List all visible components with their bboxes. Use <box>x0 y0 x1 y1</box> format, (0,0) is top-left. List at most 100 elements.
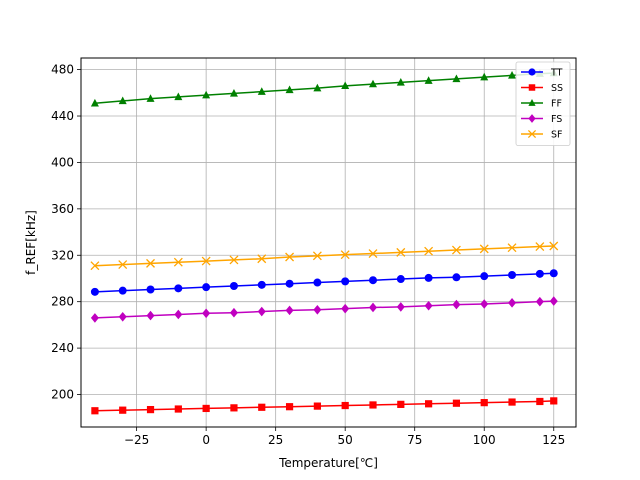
data-point-ff <box>368 79 377 88</box>
data-point-tt <box>452 273 461 282</box>
series-line-fs <box>94 300 554 319</box>
y-tick-label: 240 <box>51 341 74 355</box>
data-point-sf <box>118 260 128 270</box>
data-point-fs <box>146 310 155 321</box>
legend-item-ss: SS <box>521 83 563 94</box>
data-point-sf <box>285 252 295 262</box>
data-point-fs <box>202 308 211 319</box>
data-point-sf <box>201 256 211 266</box>
data-point-fs <box>549 296 558 306</box>
series-line-sf <box>94 245 554 267</box>
y-tick-label: 480 <box>51 63 74 77</box>
data-point-ff <box>396 77 405 86</box>
data-point-tt <box>313 278 322 287</box>
data-point-sf <box>312 251 322 261</box>
y-tick-label: 400 <box>51 155 74 169</box>
data-point-tt <box>480 272 489 281</box>
legend-marker <box>528 114 536 123</box>
grid <box>81 58 576 427</box>
series-line-ff <box>94 72 554 105</box>
data-point-ss <box>91 407 99 415</box>
data-point-ff <box>174 92 183 101</box>
data-point-fs <box>90 313 99 323</box>
legend-marker <box>528 84 536 91</box>
data-point-tt <box>341 277 350 286</box>
data-point-ss <box>397 400 405 408</box>
legend: TT SS FF FS SF <box>515 61 571 146</box>
x-tick-label: 75 <box>407 433 422 447</box>
data-point-ff <box>452 74 461 83</box>
data-point-fs <box>480 299 489 309</box>
series-line-tt <box>94 272 554 293</box>
legend-item-sf: SF <box>521 130 563 141</box>
data-point-ff <box>257 87 266 95</box>
data-point-tt <box>424 273 433 282</box>
axis-ticks: −25 0 25 50 75 100 125 200 240 280 320 360 400 440 480 <box>51 63 565 447</box>
data-point-sf <box>549 241 559 251</box>
data-point-fs <box>229 307 238 318</box>
data-point-ff <box>202 90 211 99</box>
x-tick-label: 25 <box>268 433 283 447</box>
data-point-fs <box>452 299 461 310</box>
y-axis-label: f_REF[kHz] <box>24 210 38 275</box>
y-tick-label: 320 <box>51 248 74 262</box>
plot-area-frame <box>80 57 577 428</box>
data-point-ss <box>536 397 544 406</box>
data-point-fs <box>313 305 322 315</box>
data-point-fs <box>257 306 266 317</box>
data-point-sf <box>257 254 267 264</box>
data-point-tt <box>174 284 183 293</box>
legend-item-ff: FF <box>521 99 562 110</box>
data-point-fs <box>508 298 517 308</box>
data-point-tt <box>229 282 238 291</box>
data-point-ff <box>508 71 517 79</box>
data-point-fs <box>396 302 405 312</box>
data-point-sf <box>90 261 100 271</box>
data-point-tt <box>396 275 405 284</box>
series-ff <box>90 68 558 107</box>
data-point-sf <box>451 245 461 255</box>
data-point-ff <box>229 88 238 97</box>
data-point-sf <box>535 242 545 252</box>
data-point-ss <box>313 402 321 410</box>
data-point-ss <box>508 398 516 406</box>
y-tick-label: 280 <box>51 295 74 309</box>
legend-label: SF <box>551 130 563 141</box>
data-point-sf <box>173 257 183 267</box>
data-point-ss <box>369 401 377 409</box>
data-point-ss <box>452 399 461 407</box>
data-point-ss <box>174 405 182 413</box>
data-point-ss <box>480 399 488 407</box>
legend-marker <box>528 99 536 106</box>
x-tick-label: 0 <box>202 433 210 447</box>
legend-label: FF <box>551 99 562 110</box>
x-tick-label: 50 <box>338 433 353 447</box>
data-point-tt <box>257 280 266 289</box>
data-point-tt <box>90 287 99 296</box>
data-point-sf <box>424 246 434 256</box>
data-point-fs <box>118 311 127 322</box>
y-tick-label: 440 <box>51 109 74 123</box>
data-point-ss <box>119 406 127 414</box>
series-fs <box>90 296 558 323</box>
data-point-tt <box>549 269 558 278</box>
data-point-sf <box>396 247 406 257</box>
data-point-ss <box>285 403 294 411</box>
legend-label: FS <box>551 114 562 125</box>
data-point-sf <box>368 249 378 258</box>
data-point-ss <box>341 401 349 410</box>
data-point-fs <box>341 303 350 314</box>
series-sf <box>90 241 559 271</box>
data-point-sf <box>340 250 350 260</box>
data-point-tt <box>118 286 127 295</box>
data-point-ff <box>341 81 350 90</box>
legend-label: TT <box>550 68 563 79</box>
series-group <box>90 68 559 415</box>
data-point-sf <box>507 243 517 253</box>
legend-item-tt: TT <box>521 68 563 79</box>
data-point-ss <box>258 403 266 411</box>
y-tick-label: 360 <box>51 202 74 216</box>
data-point-tt <box>202 283 211 292</box>
data-point-ff <box>313 83 322 92</box>
data-point-fs <box>174 309 183 320</box>
